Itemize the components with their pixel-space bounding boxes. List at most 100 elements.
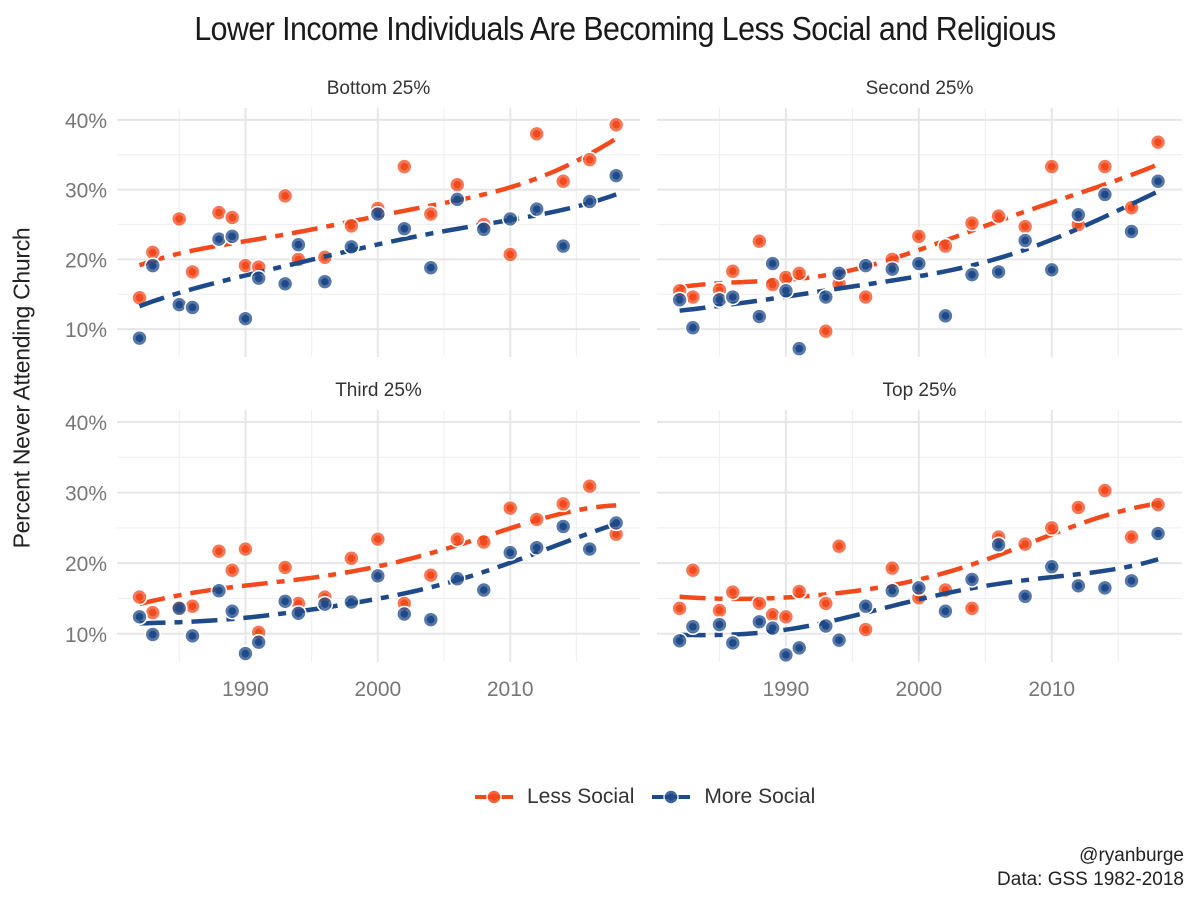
data-point-core xyxy=(254,274,263,282)
data-point-less-social xyxy=(396,158,413,175)
data-point-more-social xyxy=(790,639,808,657)
data-point-core xyxy=(506,250,515,259)
data-point-core xyxy=(479,225,488,234)
data-point-more-social xyxy=(250,633,267,651)
facet-label: Top 25% xyxy=(883,380,957,401)
data-point-core xyxy=(228,232,236,241)
data-point-more-social xyxy=(990,263,1007,281)
data-point-less-social xyxy=(990,207,1007,225)
data-point-more-social xyxy=(1070,206,1087,224)
data-point-core xyxy=(453,180,462,189)
data-point-less-social xyxy=(1096,482,1114,499)
data-point-core xyxy=(281,279,289,288)
panel-bottom-25: Bottom 25% 10% 20% 30% 40% xyxy=(65,78,640,357)
data-point-core xyxy=(175,215,184,223)
legend-item-less-social[interactable]: Less Social xyxy=(473,782,634,812)
data-point-core xyxy=(532,543,541,552)
data-point-core xyxy=(321,277,329,286)
data-point-less-social xyxy=(223,209,241,226)
data-point-core xyxy=(689,566,697,575)
data-point-less-social xyxy=(910,228,928,245)
data-point-core xyxy=(585,545,594,553)
data-point-more-social xyxy=(830,631,848,649)
data-point-core xyxy=(532,130,541,138)
data-point-less-social xyxy=(1096,158,1114,175)
x-tick-label: 2000 xyxy=(895,678,942,701)
data-point-more-social xyxy=(184,299,201,316)
data-point-core xyxy=(506,504,515,512)
data-point-core xyxy=(281,192,289,200)
data-point-more-social xyxy=(276,592,294,610)
data-point-less-social xyxy=(607,116,625,134)
data-point-more-social xyxy=(711,291,728,309)
x-tick-label: 1990 xyxy=(222,678,269,701)
data-point-core xyxy=(453,535,462,543)
y-tick-label: 30% xyxy=(65,483,107,506)
data-point-core xyxy=(479,586,488,594)
data-point-core xyxy=(821,327,830,335)
data-point-core xyxy=(532,515,541,524)
data-point-less-social xyxy=(937,237,954,255)
data-point-core xyxy=(782,613,790,621)
legend-label-less-social: Less Social xyxy=(527,785,635,808)
data-point-more-social xyxy=(910,255,928,272)
data-point-less-social xyxy=(501,246,519,263)
data-point-core xyxy=(795,587,804,596)
data-point-core xyxy=(675,296,684,304)
data-point-core xyxy=(188,303,197,312)
data-point-core xyxy=(532,205,541,213)
data-point-more-social xyxy=(581,540,598,558)
data-point-less-social xyxy=(581,151,598,168)
data-point-core xyxy=(427,210,435,218)
legend-item-more-social[interactable]: More Social xyxy=(650,782,815,812)
data-point-less-social xyxy=(684,561,702,579)
data-point-core xyxy=(795,344,804,353)
data-point-less-social xyxy=(764,276,781,293)
data-point-core xyxy=(1021,592,1029,601)
data-point-less-social xyxy=(1016,535,1034,553)
data-point-more-social xyxy=(910,579,928,597)
x-tick-label: 2000 xyxy=(354,678,401,701)
data-point-more-social xyxy=(528,200,546,218)
data-point-core xyxy=(1101,162,1109,171)
data-point-more-social xyxy=(684,319,702,337)
data-point-core xyxy=(835,542,843,551)
data-point-core xyxy=(755,312,764,321)
data-point-core xyxy=(768,624,777,632)
data-point-less-social xyxy=(1016,218,1034,235)
data-point-more-social xyxy=(581,193,598,210)
data-point-core xyxy=(1127,577,1136,585)
data-point-more-social xyxy=(751,308,768,325)
y-tick-label: 20% xyxy=(65,553,107,576)
data-point-more-social xyxy=(1123,572,1140,590)
data-point-core xyxy=(374,210,382,218)
data-point-less-social xyxy=(790,583,808,600)
data-point-more-social xyxy=(684,618,702,636)
data-point-core xyxy=(915,232,923,241)
data-point-more-social xyxy=(1070,577,1087,595)
data-point-core xyxy=(612,519,620,527)
data-point-core xyxy=(585,155,594,164)
data-point-less-social xyxy=(1149,496,1167,513)
trend-line-more-social xyxy=(138,192,617,309)
data-point-core xyxy=(675,637,684,645)
data-point-core xyxy=(559,242,568,250)
legend: Less Social More Social xyxy=(473,782,825,812)
data-point-core xyxy=(1074,581,1083,590)
data-point-core xyxy=(915,584,923,592)
data-point-more-social xyxy=(607,514,625,532)
data-point-core xyxy=(135,334,144,342)
data-point-less-social xyxy=(724,262,742,280)
data-point-more-social xyxy=(316,273,334,290)
data-point-core xyxy=(1154,529,1162,538)
data-point-less-social xyxy=(1043,158,1061,175)
data-point-core xyxy=(228,607,236,615)
data-point-less-social xyxy=(448,176,466,194)
data-point-more-social xyxy=(937,602,954,620)
data-point-core xyxy=(215,547,223,555)
data-point-more-social xyxy=(528,539,546,556)
data-point-core xyxy=(148,248,157,257)
data-point-core xyxy=(768,259,777,268)
data-point-more-social xyxy=(475,221,493,238)
data-point-core xyxy=(835,279,843,288)
